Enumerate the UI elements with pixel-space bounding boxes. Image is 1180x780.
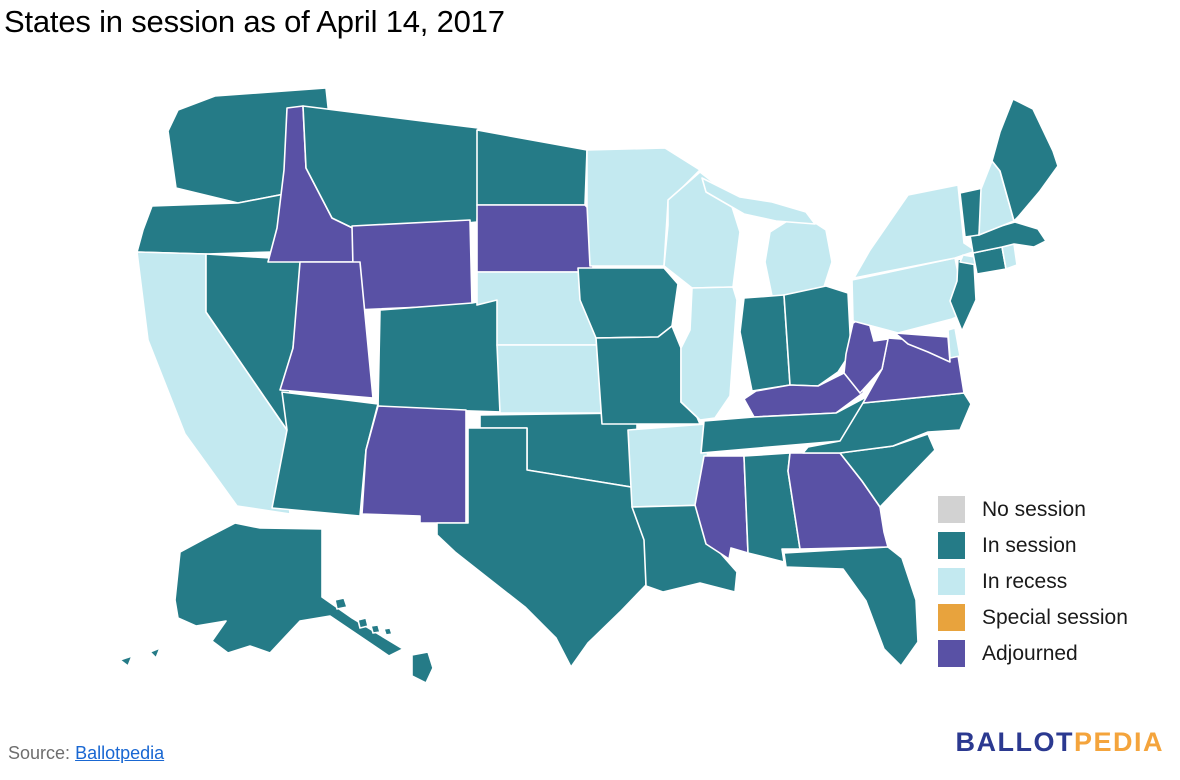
- state-MT[interactable]: Montana: [302, 105, 479, 234]
- in-recess-swatch-icon: [938, 568, 965, 595]
- source-link[interactable]: Ballotpedia: [75, 743, 165, 763]
- state-IA[interactable]: Iowa: [577, 267, 679, 339]
- state-NC[interactable]: North Carolina: [802, 392, 972, 454]
- state-AZ[interactable]: Arizona: [271, 391, 379, 517]
- state-UT[interactable]: Utah: [279, 261, 374, 399]
- state-IN[interactable]: Indiana: [739, 294, 791, 392]
- state-MD[interactable]: Maryland: [894, 332, 951, 363]
- ballotpedia-logo: BALLOTPEDIA: [955, 727, 1164, 758]
- legend-item-special-session: Special session: [938, 604, 1128, 631]
- source-label: Source:: [8, 743, 71, 763]
- no-session-swatch-icon: [938, 496, 965, 523]
- state-ND[interactable]: North Dakota: [476, 129, 588, 206]
- state-HI[interactable]: Hawaii: [357, 617, 369, 629]
- state-HI[interactable]: Hawaii: [334, 597, 348, 610]
- state-MI[interactable]: Michigan: [764, 212, 833, 297]
- state-OH[interactable]: Ohio: [783, 285, 852, 387]
- state-MN[interactable]: Minnesota: [586, 147, 701, 267]
- logo-text-secondary: PEDIA: [1073, 727, 1164, 757]
- legend-item-in-session: In session: [938, 532, 1128, 559]
- legend-label: No session: [982, 498, 1086, 521]
- state-MI[interactable]: Michigan: [701, 177, 816, 225]
- state-FL[interactable]: Florida: [783, 546, 919, 667]
- legend-label: Special session: [982, 606, 1128, 629]
- source-line: Source: Ballotpedia: [8, 743, 164, 764]
- state-HI[interactable]: Hawaii: [370, 624, 381, 634]
- legend-label: Adjourned: [982, 642, 1078, 665]
- state-AK[interactable]: Alaska: [149, 647, 161, 659]
- state-WY[interactable]: Wyoming: [351, 219, 473, 311]
- legend-label: In session: [982, 534, 1077, 557]
- state-NY[interactable]: New York: [853, 184, 977, 279]
- legend-item-no-session: No session: [938, 496, 1128, 523]
- special-session-swatch-icon: [938, 604, 965, 631]
- legend-label: In recess: [982, 570, 1068, 593]
- adjourned-swatch-icon: [938, 640, 965, 667]
- state-ME[interactable]: Maine: [991, 98, 1059, 222]
- state-SD[interactable]: South Dakota: [476, 204, 594, 273]
- legend-item-in-recess: In recess: [938, 568, 1128, 595]
- logo-text-primary: BALLOT: [955, 727, 1074, 757]
- legend-item-adjourned: Adjourned: [938, 640, 1128, 667]
- in-session-swatch-icon: [938, 532, 965, 559]
- state-CO[interactable]: Colorado: [377, 297, 504, 413]
- state-NM[interactable]: New Mexico: [361, 405, 467, 524]
- state-IL[interactable]: Illinois: [680, 286, 738, 421]
- state-HI[interactable]: Hawaii: [383, 627, 393, 636]
- state-HI[interactable]: Hawaii: [411, 651, 434, 684]
- state-AK[interactable]: Alaska: [119, 655, 133, 667]
- state-AK[interactable]: Alaska: [174, 522, 404, 657]
- state-DE[interactable]: Delaware: [947, 327, 961, 359]
- legend: No session In session In recess Special …: [938, 496, 1128, 667]
- page-title: States in session as of April 14, 2017: [4, 4, 505, 39]
- state-TX[interactable]: Texas: [436, 427, 647, 668]
